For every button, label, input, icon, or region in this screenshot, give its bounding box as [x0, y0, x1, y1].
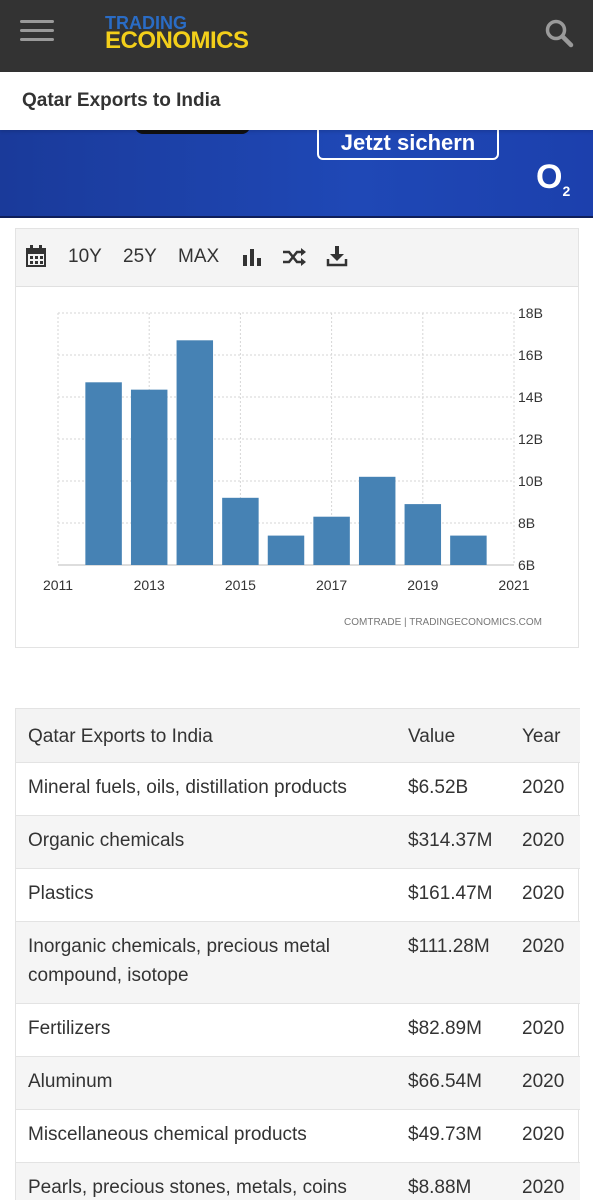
row-name[interactable]: Miscellaneous chemical products: [16, 1109, 396, 1163]
bar-2015[interactable]: [222, 497, 259, 565]
table-row[interactable]: Plastics $161.47M 2020: [16, 868, 580, 922]
row-value: $49.73M: [396, 1109, 510, 1163]
row-value: $82.89M: [396, 1003, 510, 1057]
y-tick-label: 8B: [518, 515, 535, 531]
row-value: $161.47M: [396, 868, 510, 922]
y-tick-label: 12B: [518, 431, 543, 447]
row-name[interactable]: Organic chemicals: [16, 815, 396, 869]
table-row[interactable]: Mineral fuels, oils, distillation produc…: [16, 762, 580, 816]
exports-bar-chart: 6B 8B 10B 12B 14B 16B 18B 2011 2013 2015 2017 2019…: [43, 305, 543, 628]
table-row[interactable]: Miscellaneous chemical products $49.73M …: [16, 1109, 580, 1163]
y-tick-label: 6B: [518, 557, 535, 573]
table-header-row: Qatar Exports to India Value Year: [16, 708, 580, 763]
search-icon[interactable]: [543, 17, 575, 49]
row-name[interactable]: Plastics: [16, 868, 396, 922]
page-title: Qatar Exports to India: [22, 90, 221, 111]
row-name[interactable]: Pearls, precious stones, metals, coins: [16, 1162, 396, 1200]
page-title-bar: Qatar Exports to India: [0, 72, 593, 130]
row-year: 2020: [510, 1056, 580, 1110]
table-row[interactable]: Organic chemicals $314.37M 2020: [16, 815, 580, 869]
bar-2013[interactable]: [130, 389, 168, 565]
column-header-name: Qatar Exports to India: [16, 708, 396, 763]
ad-phone-graphic: [135, 130, 250, 134]
row-year: 2020: [510, 1109, 580, 1163]
range-10y-button[interactable]: 10Y: [68, 246, 102, 267]
ad-brand-letter: O: [536, 158, 563, 196]
row-year: 2020: [510, 762, 580, 816]
bar-2017[interactable]: [313, 516, 350, 565]
table-row[interactable]: Inorganic chemicals, precious metal comp…: [16, 921, 580, 1004]
x-tick-label: 2017: [316, 577, 347, 593]
y-tick-label: 14B: [518, 389, 543, 405]
y-tick-label: 18B: [518, 305, 543, 321]
x-tick-label: 2021: [498, 577, 529, 593]
exports-table: Qatar Exports to India Value Year Minera…: [16, 708, 580, 1200]
row-year: 2020: [510, 921, 580, 1004]
logo-line-2: ECONOMICS: [105, 27, 249, 54]
x-tick-label: 2013: [134, 577, 165, 593]
row-name[interactable]: Fertilizers: [16, 1003, 396, 1057]
column-header-year: Year: [510, 708, 580, 763]
row-value: $6.52B: [396, 762, 510, 816]
bar-2014[interactable]: [176, 340, 214, 565]
y-tick-label: 16B: [518, 347, 543, 363]
chart-source-label: COMTRADE | TRADINGECONOMICS.COM: [344, 617, 542, 628]
x-tick-label: 2015: [225, 577, 256, 593]
bar-2012[interactable]: [85, 382, 122, 565]
bar-2019[interactable]: [404, 504, 442, 565]
row-name[interactable]: Mineral fuels, oils, distillation produc…: [16, 762, 396, 816]
ad-brand-logo: O2: [536, 158, 570, 199]
range-max-button[interactable]: MAX: [178, 246, 220, 267]
shuffle-icon[interactable]: [282, 247, 306, 272]
calendar-icon[interactable]: [26, 245, 46, 272]
table-row[interactable]: Pearls, precious stones, metals, coins $…: [16, 1162, 580, 1200]
ad-banner[interactable]: Jetzt sichern O2: [0, 130, 593, 218]
table-row[interactable]: Fertilizers $82.89M 2020: [16, 1003, 580, 1057]
site-logo[interactable]: TRADING ECONOMICS: [105, 14, 249, 53]
row-name[interactable]: Inorganic chemicals, precious metal comp…: [16, 921, 396, 1004]
download-icon[interactable]: [326, 245, 348, 272]
row-year: 2020: [510, 815, 580, 869]
row-value: $8.88M: [396, 1162, 510, 1200]
top-bar: TRADING ECONOMICS: [0, 0, 593, 72]
hamburger-menu-icon[interactable]: [20, 20, 54, 42]
row-year: 2020: [510, 1162, 580, 1200]
row-name[interactable]: Aluminum: [16, 1056, 396, 1110]
row-year: 2020: [510, 1003, 580, 1057]
exports-table-container: Qatar Exports to India Value Year Minera…: [15, 708, 580, 1200]
column-header-value: Value: [396, 708, 510, 763]
row-year: 2020: [510, 868, 580, 922]
bar-chart-icon[interactable]: [242, 247, 262, 272]
ad-brand-sub: 2: [562, 182, 571, 199]
row-value: $66.54M: [396, 1056, 510, 1110]
row-value: $111.28M: [396, 921, 510, 1004]
bar-2018[interactable]: [358, 476, 396, 565]
chart-toolbar: 10Y 25Y MAX: [16, 229, 578, 287]
chart-container: 10Y 25Y MAX: [15, 228, 579, 648]
bar-2020[interactable]: [450, 535, 487, 565]
x-tick-label: 2011: [43, 577, 73, 593]
table-row[interactable]: Aluminum $66.54M 2020: [16, 1056, 580, 1110]
y-tick-label: 10B: [518, 473, 543, 489]
row-value: $314.37M: [396, 815, 510, 869]
x-tick-label: 2019: [407, 577, 438, 593]
bar-2016[interactable]: [267, 535, 305, 565]
ad-cta-button[interactable]: Jetzt sichern: [317, 130, 499, 160]
range-25y-button[interactable]: 25Y: [123, 246, 157, 267]
logo-line-1: TRADING: [105, 13, 187, 33]
